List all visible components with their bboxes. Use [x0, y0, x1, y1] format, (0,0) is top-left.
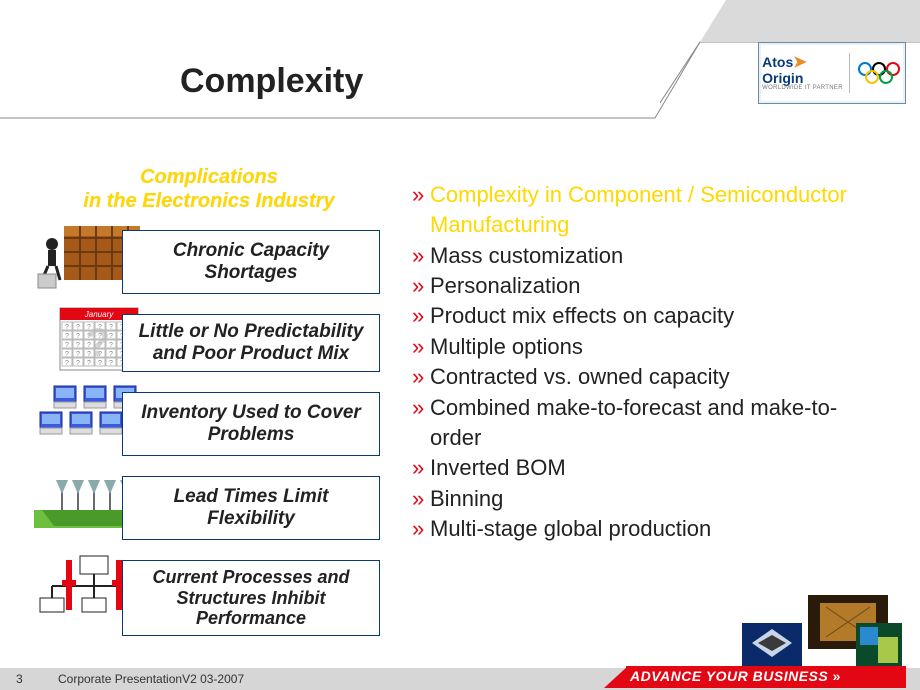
- svg-text:?: ?: [65, 333, 69, 340]
- complication-text: Little or No Predictability and Poor Pro…: [131, 321, 371, 365]
- footer-tagline: ADVANCE YOUR BUSINESS »: [626, 666, 906, 688]
- svg-text:January: January: [84, 310, 114, 319]
- bullet-row: » Binning: [412, 484, 882, 514]
- bullet-marker: »: [412, 301, 430, 331]
- complication-item: Current Processes and Structures Inhibit…: [34, 556, 380, 640]
- bullet-text: Contracted vs. owned capacity: [430, 362, 730, 392]
- footer-images: [742, 595, 902, 670]
- complication-item: Inventory Used to Cover Problems: [34, 388, 380, 460]
- left-heading: Complications in the Electronics Industr…: [80, 165, 338, 213]
- olympic-rings-icon: [856, 60, 902, 86]
- left-heading-line2: in the Electronics Industry: [83, 190, 334, 212]
- complication-item: January ? ? ? ? ? ? ? ? ? ? ? ? ? ? ? ?: [34, 310, 380, 376]
- bullet-marker: »: [412, 362, 430, 392]
- bullet-text: Product mix effects on capacity: [430, 301, 734, 331]
- complication-box: Chronic Capacity Shortages: [122, 230, 380, 294]
- complication-box: Inventory Used to Cover Problems: [122, 392, 380, 456]
- bullet-row: » Multiple options: [412, 332, 882, 362]
- bullet-text: Complexity in Component / Semiconductor …: [430, 180, 882, 241]
- svg-text:?: ?: [76, 351, 80, 358]
- footer-text: Corporate PresentationV2 03-2007: [58, 672, 244, 686]
- bullet-text: Inverted BOM: [430, 453, 566, 483]
- bullet-list: » Complexity in Component / Semiconducto…: [412, 180, 882, 544]
- bullet-row: » Product mix effects on capacity: [412, 301, 882, 331]
- bullet-row: » Personalization: [412, 271, 882, 301]
- bullet-row: » Mass customization: [412, 241, 882, 271]
- bullet-marker: »: [412, 332, 430, 362]
- complication-box: Little or No Predictability and Poor Pro…: [122, 314, 380, 372]
- bullet-text: Multiple options: [430, 332, 583, 362]
- bullet-text: Multi-stage global production: [430, 514, 711, 544]
- left-heading-line1: Complications: [140, 166, 278, 188]
- bullet-marker: »: [412, 514, 430, 544]
- complication-box: Current Processes and Structures Inhibit…: [122, 560, 380, 636]
- complication-text: Inventory Used to Cover Problems: [131, 402, 371, 446]
- complication-list: Chronic Capacity Shortages January ? ? ?…: [34, 226, 380, 652]
- page-number: 3: [16, 672, 23, 686]
- bullet-marker: »: [412, 453, 430, 483]
- svg-text:?: ?: [76, 324, 80, 331]
- svg-text:?: ?: [65, 342, 69, 349]
- slide: Atos➤ Origin WORLDWIDE IT PARTNER Comple…: [0, 0, 920, 690]
- bullet-marker: »: [412, 271, 430, 301]
- svg-text:?: ?: [76, 360, 80, 367]
- bullet-text: Combined make-to-forecast and make-to-or…: [430, 393, 882, 454]
- complication-text: Chronic Capacity Shortages: [131, 240, 371, 284]
- svg-text:?: ?: [76, 333, 80, 340]
- complication-box: Lead Times Limit Flexibility: [122, 476, 380, 540]
- bullet-marker: »: [412, 484, 430, 514]
- complication-item: Lead Times Limit Flexibility: [34, 472, 380, 544]
- svg-text:?: ?: [65, 324, 69, 331]
- bullet-marker: »: [412, 393, 430, 423]
- complication-item: Chronic Capacity Shortages: [34, 226, 380, 298]
- bullet-row: » Multi-stage global production: [412, 514, 882, 544]
- brand-sub: WORLDWIDE IT PARTNER: [762, 85, 843, 91]
- svg-text:?: ?: [76, 342, 80, 349]
- svg-text:?: ?: [65, 351, 69, 358]
- brand-logo: Atos➤ Origin WORLDWIDE IT PARTNER: [758, 42, 906, 104]
- fish-icon: ➤: [793, 54, 806, 71]
- bullet-row: » Contracted vs. owned capacity: [412, 362, 882, 392]
- bullet-row: » Inverted BOM: [412, 453, 882, 483]
- complication-text: Current Processes and Structures Inhibit…: [131, 567, 371, 629]
- svg-text:?: ?: [65, 360, 69, 367]
- brand-text: Atos➤ Origin WORLDWIDE IT PARTNER: [762, 55, 843, 91]
- logo-divider: [849, 53, 850, 93]
- brand-name-top: Atos: [762, 54, 793, 70]
- bullet-text: Binning: [430, 484, 503, 514]
- brand-name-bottom: Origin: [762, 70, 803, 86]
- bullet-row: » Complexity in Component / Semiconducto…: [412, 180, 882, 241]
- tagline-text: ADVANCE YOUR BUSINESS: [630, 668, 828, 684]
- bullet-marker: »: [412, 241, 430, 271]
- bullet-text: Mass customization: [430, 241, 623, 271]
- svg-text:?: ?: [86, 321, 110, 365]
- bullet-text: Personalization: [430, 271, 580, 301]
- tagline-chevron-icon: »: [833, 668, 841, 684]
- bullet-marker: »: [412, 180, 430, 210]
- bullet-row: » Combined make-to-forecast and make-to-…: [412, 393, 882, 454]
- complication-text: Lead Times Limit Flexibility: [131, 486, 371, 530]
- slide-title: Complexity: [180, 62, 363, 101]
